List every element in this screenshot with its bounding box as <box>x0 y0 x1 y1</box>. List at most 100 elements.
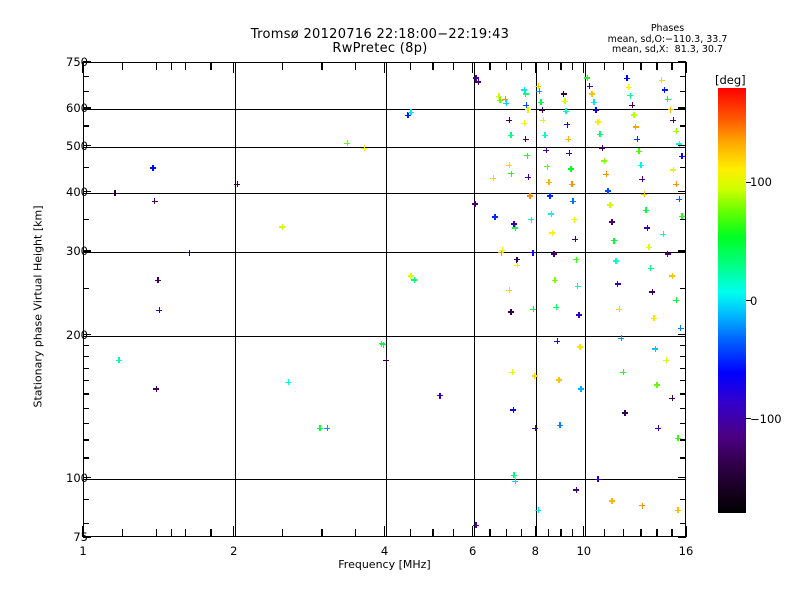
y-axis-tick <box>83 75 89 77</box>
y-axis-tick <box>83 107 91 109</box>
data-point <box>658 77 665 84</box>
colorbar-tick-label: −100 <box>750 411 782 426</box>
data-point <box>573 486 580 493</box>
x-axis-tick-label: 8 <box>531 544 539 558</box>
data-point <box>526 192 533 199</box>
data-point <box>153 385 160 392</box>
data-point <box>529 249 536 256</box>
data-point <box>612 257 619 264</box>
y-axis-tick <box>83 288 89 290</box>
gridline-vertical <box>536 63 538 536</box>
x-axis-tick <box>321 62 323 70</box>
data-point <box>661 86 668 93</box>
data-point <box>380 341 387 348</box>
y-axis-tick <box>680 367 686 369</box>
x-axis-tick <box>685 62 687 73</box>
data-point <box>344 140 351 147</box>
data-point <box>663 357 670 364</box>
x-axis-tick <box>583 526 585 537</box>
x-axis-tick <box>383 62 386 73</box>
phase-stats-o-mode: mean, sd,O:−110.3, 33.7 <box>607 33 728 45</box>
data-point <box>664 250 671 257</box>
y-axis-tick-label: 300 <box>66 244 88 259</box>
y-axis-tick <box>680 344 686 346</box>
y-axis-tick <box>678 250 686 252</box>
data-point <box>649 288 656 295</box>
data-point <box>569 198 576 205</box>
data-point <box>667 106 674 113</box>
data-point <box>634 136 641 143</box>
data-point <box>573 256 580 263</box>
x-axis-tick <box>210 62 212 70</box>
x-axis-tick <box>281 529 283 537</box>
x-axis-tick <box>640 529 642 537</box>
data-point <box>673 297 680 304</box>
x-axis-tick <box>656 62 658 70</box>
data-point <box>553 304 560 311</box>
y-axis-tick <box>678 107 686 109</box>
plot-canvas <box>84 63 685 536</box>
x-axis-tick <box>453 62 455 70</box>
data-point <box>154 277 161 284</box>
data-point <box>677 325 684 332</box>
x-axis-tick <box>170 529 172 537</box>
colorbar <box>718 88 746 513</box>
data-point <box>285 379 292 386</box>
y-axis-tick <box>83 344 89 346</box>
data-point <box>618 335 625 342</box>
x-axis-tick <box>685 526 687 537</box>
data-point <box>625 84 632 91</box>
y-axis-tick <box>83 439 89 441</box>
data-point <box>635 148 642 155</box>
data-point <box>383 357 389 364</box>
x-axis-tick <box>155 529 157 537</box>
data-point <box>544 163 551 170</box>
data-point <box>507 308 514 315</box>
data-point <box>495 93 502 100</box>
data-point <box>596 131 603 138</box>
data-point <box>535 83 542 90</box>
x-axis-tick <box>210 529 212 537</box>
data-point <box>561 98 568 105</box>
data-point <box>610 237 617 244</box>
data-point <box>664 96 671 103</box>
x-axis-tick <box>560 62 562 70</box>
data-point <box>594 118 601 125</box>
y-axis-tick <box>678 61 686 63</box>
y-axis-tick-label: 400 <box>66 184 88 199</box>
data-point <box>407 272 414 279</box>
gridline-horizontal <box>84 192 685 194</box>
y-axis-tick <box>680 439 686 441</box>
x-axis-tick-label: 4 <box>380 544 389 558</box>
x-axis-tick <box>122 62 124 70</box>
x-axis-tick <box>622 529 625 537</box>
gridline-horizontal <box>84 109 685 111</box>
y-axis-tick <box>83 90 89 93</box>
data-point <box>623 75 630 82</box>
phase-stats-x-mode: mean, sd,X: 81.3, 30.7 <box>611 44 724 55</box>
data-point <box>614 280 621 287</box>
data-point <box>546 192 553 199</box>
data-point <box>508 170 515 177</box>
data-point <box>316 425 323 432</box>
data-point <box>149 164 156 171</box>
phase-stats-heading: Phases <box>650 23 685 34</box>
y-axis-tick <box>680 422 686 425</box>
x-axis-tick <box>520 62 522 70</box>
data-point <box>503 100 510 107</box>
data-point <box>564 121 571 128</box>
data-point <box>551 277 558 284</box>
data-point <box>554 338 561 345</box>
data-point <box>361 145 368 152</box>
y-axis-tick-label: 200 <box>66 327 88 342</box>
y-axis-tick <box>83 250 91 252</box>
y-axis-tick <box>83 145 91 147</box>
data-point <box>630 111 637 118</box>
data-point <box>673 128 680 135</box>
y-axis-tick <box>83 125 89 127</box>
data-point <box>324 425 331 432</box>
x-axis-tick <box>572 529 574 537</box>
data-point <box>655 425 662 432</box>
x-axis-tick <box>82 526 84 537</box>
